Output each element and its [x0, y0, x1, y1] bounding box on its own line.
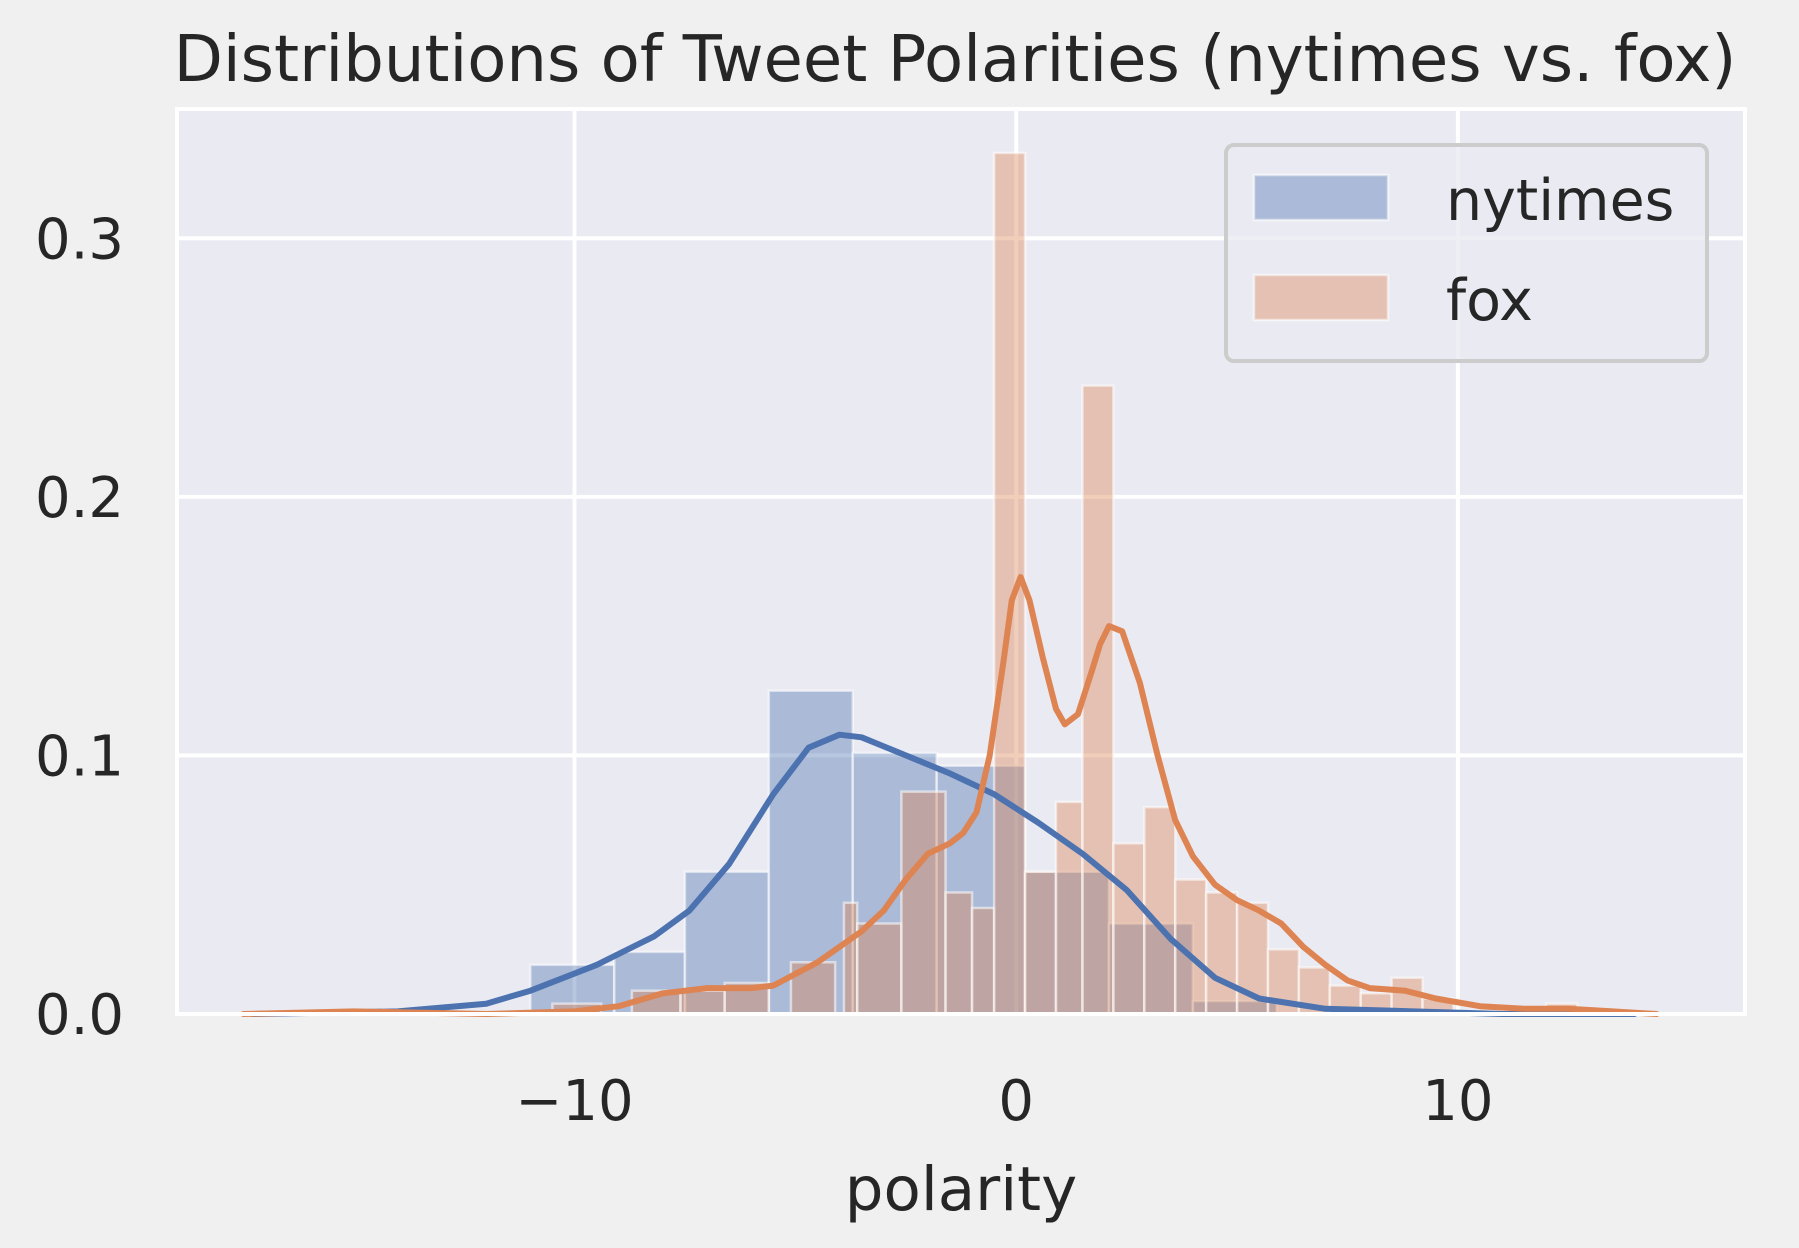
y-tick-label: 0.3	[35, 207, 124, 272]
legend: nytimes fox	[1224, 143, 1709, 363]
x-axis-label: polarity	[845, 1154, 1077, 1225]
legend-box	[1224, 143, 1709, 363]
kde-line-nytimes	[249, 731, 1638, 1017]
bar-fox	[944, 891, 974, 1016]
bar-fox	[1054, 800, 1084, 1016]
bar-fox	[1081, 384, 1115, 1016]
kde-curves	[240, 574, 1660, 1017]
bar-fox	[992, 151, 1027, 1016]
bar-nytimes	[851, 751, 938, 1016]
kde-line-fox	[240, 574, 1660, 1017]
bar-fox	[1204, 891, 1239, 1016]
bar-fox	[842, 901, 859, 1016]
legend-swatch-fox	[1252, 273, 1390, 322]
plot-frame	[175, 107, 1747, 1016]
bar-nytimes	[1107, 922, 1195, 1016]
legend-label-nytimes: nytimes	[1446, 168, 1674, 234]
bar-fox	[855, 922, 903, 1016]
x-tick-label: 10	[1422, 1069, 1493, 1134]
legend-label-fox: fox	[1446, 268, 1533, 334]
x-tick-label: −10	[515, 1069, 633, 1134]
y-tick-label: 0.2	[35, 466, 124, 531]
bar-fox	[900, 790, 947, 1016]
bar-fox	[679, 989, 726, 1016]
bar-fox	[970, 906, 996, 1016]
legend-swatch-nytimes	[1252, 173, 1390, 222]
tick-labels: −10 0 10 0.0 0.1 0.2 0.3	[35, 207, 1494, 1134]
y-tick-label: 0.1	[35, 724, 124, 789]
x-tick-label: 0	[998, 1069, 1034, 1134]
bar-nytimes	[1023, 870, 1111, 1016]
chart-title: Distributions of Tweet Polarities (nytim…	[174, 23, 1737, 97]
bar-fox	[1112, 842, 1146, 1016]
y-tick-label: 0.0	[35, 983, 124, 1048]
bar-fox	[1023, 870, 1058, 1016]
